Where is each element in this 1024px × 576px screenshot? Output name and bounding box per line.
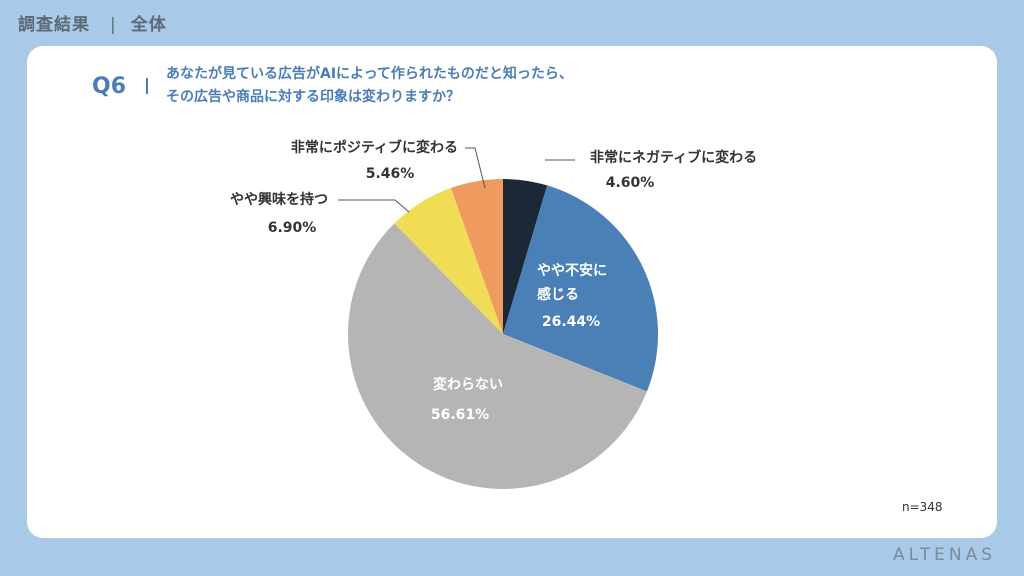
leader-line bbox=[338, 199, 410, 213]
slice-very-positive bbox=[450, 179, 503, 334]
slice-label: やや不安に bbox=[537, 262, 607, 279]
slice-label: 非常にネガティブに変わる bbox=[590, 149, 757, 166]
slice-label: 非常にポジティブに変わる bbox=[291, 139, 458, 156]
slice-value-label: 5.46% bbox=[366, 166, 415, 182]
question-divider bbox=[146, 78, 148, 94]
slice-no-change bbox=[348, 223, 647, 490]
header-separator: | bbox=[110, 15, 117, 35]
slice-value-label: 26.44% bbox=[542, 314, 600, 330]
slice-label: 感じる bbox=[537, 286, 579, 303]
slice-very-negative bbox=[503, 178, 548, 334]
page-header: 調査結果 | 全体 bbox=[18, 10, 167, 35]
question-number: Q6 bbox=[92, 74, 127, 99]
slice-value-label: 56.61% bbox=[431, 407, 489, 423]
slice-label: 変わらない bbox=[433, 376, 503, 393]
sample-size: n=348 bbox=[902, 500, 943, 514]
slice-slightly-interested bbox=[394, 188, 503, 334]
slice-label: やや興味を持つ bbox=[230, 191, 328, 208]
brand-logo-text: ALTENAS bbox=[893, 545, 997, 565]
question-text: あなたが見ている広告がAIによって作られたものだと知ったら、 その広告や商品に対… bbox=[166, 63, 573, 109]
slice-value-label: 4.60% bbox=[606, 175, 655, 191]
question-text-line1: あなたが見ている広告がAIによって作られたものだと知ったら、 bbox=[166, 66, 573, 82]
header-title: 調査結果 bbox=[18, 15, 90, 35]
question-text-line2: その広告や商品に対する印象は変わりますか？ bbox=[166, 89, 460, 105]
header-subtitle: 全体 bbox=[130, 15, 167, 35]
slice-value-label: 6.90% bbox=[268, 220, 317, 236]
leader-line bbox=[465, 147, 486, 189]
pie-slices bbox=[348, 178, 658, 490]
slice-slightly-anxious bbox=[503, 185, 658, 392]
leader-lines bbox=[338, 147, 575, 213]
